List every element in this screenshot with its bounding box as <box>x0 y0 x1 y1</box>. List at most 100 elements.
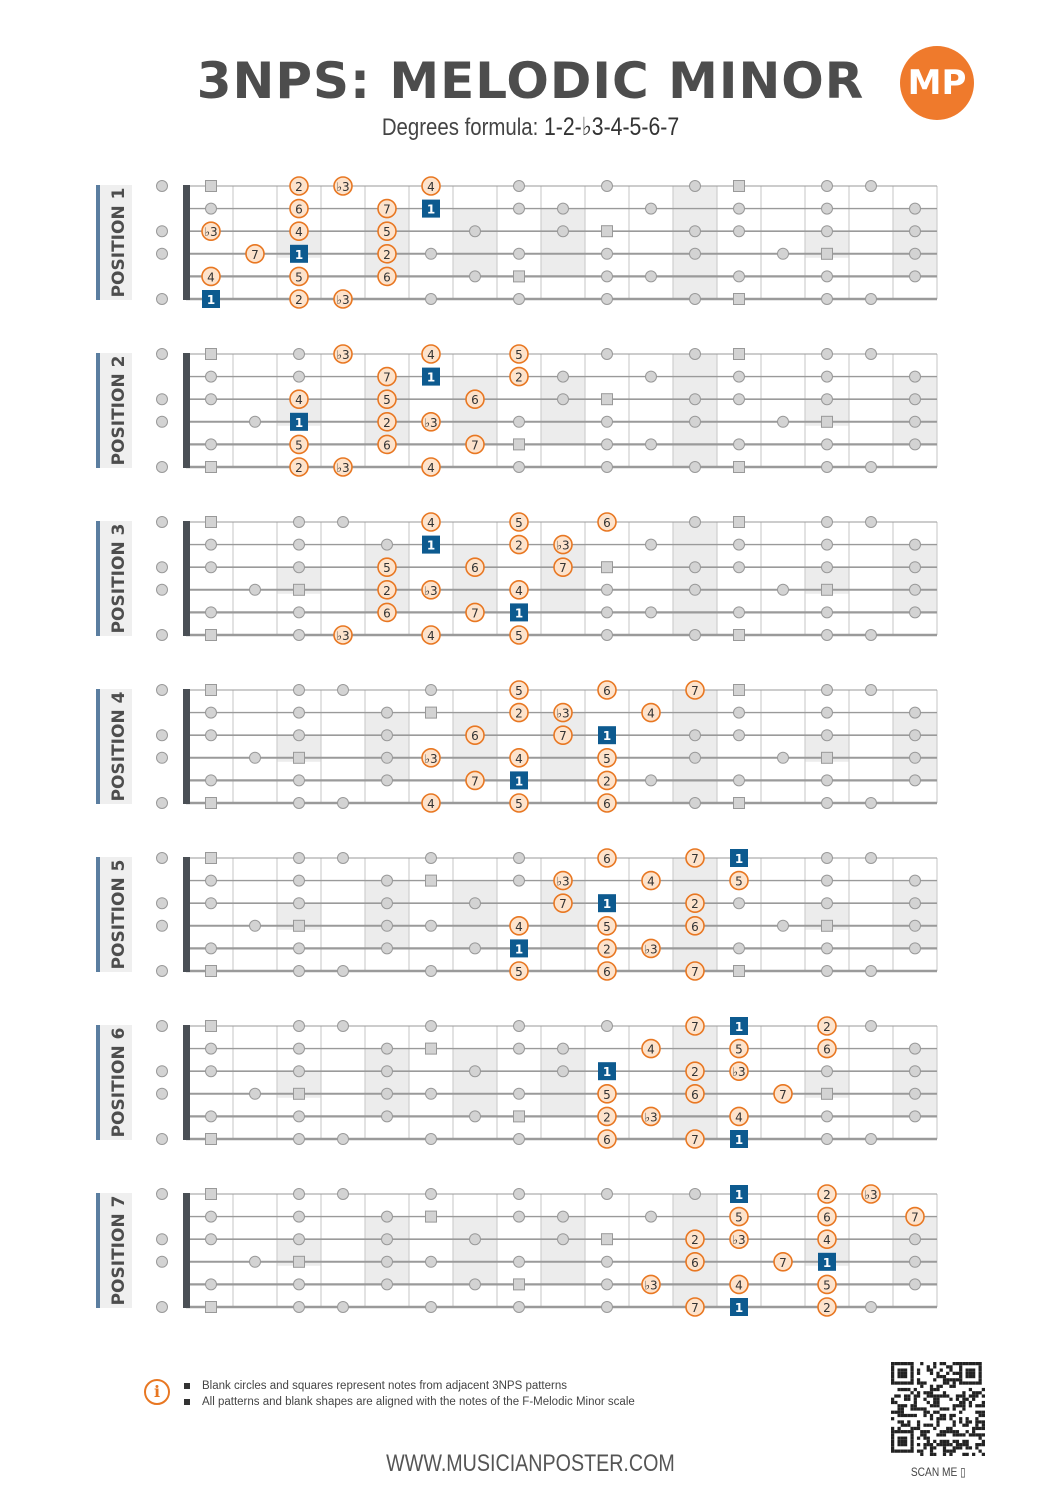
pattern-note-label: 7 <box>383 203 391 217</box>
qr-module <box>913 1400 917 1405</box>
qr-module <box>978 1374 982 1379</box>
qr-module <box>894 1381 898 1385</box>
blank-note-circle <box>205 774 217 787</box>
pattern-note <box>553 725 573 746</box>
qr-module <box>910 1430 914 1434</box>
qr-module <box>965 1397 969 1401</box>
blank-note-circle <box>689 247 701 260</box>
fret-inlay <box>365 376 409 445</box>
root-note-label: 1 <box>427 371 435 385</box>
pattern-note-label: 7 <box>911 1211 919 1225</box>
blank-note-circle <box>733 538 745 551</box>
blank-root-square <box>821 247 833 260</box>
pattern-note-label: 4 <box>647 1043 655 1057</box>
qr-module <box>955 1430 960 1434</box>
qr-module <box>962 1400 966 1405</box>
blank-note-circle <box>425 1020 437 1032</box>
pattern-note <box>465 770 485 791</box>
qr-module <box>891 1400 895 1405</box>
pattern-note <box>641 870 661 891</box>
blank-note-circle <box>293 1301 305 1313</box>
qr-module <box>968 1400 973 1405</box>
blank-note-circle <box>909 751 921 764</box>
pattern-note <box>509 747 529 768</box>
pattern-note <box>509 961 529 981</box>
blank-note-circle <box>821 438 833 451</box>
blank-note-circle <box>513 1301 525 1313</box>
qr-module <box>978 1443 982 1447</box>
pattern-note <box>421 457 441 477</box>
qr-module <box>933 1387 937 1392</box>
qr-module <box>913 1394 917 1398</box>
blank-note-circle <box>645 438 657 451</box>
qr-module <box>946 1381 950 1385</box>
qr-module <box>942 1407 947 1411</box>
blank-note-circle <box>381 1255 393 1268</box>
pattern-note-label: 7 <box>471 774 479 788</box>
qr-module <box>978 1368 982 1372</box>
pattern-note <box>729 1106 749 1127</box>
blank-note-circle <box>909 1255 921 1268</box>
fret-inlay <box>453 880 497 949</box>
blank-note-circle <box>601 629 613 641</box>
qr-module <box>965 1446 969 1450</box>
blank-note-circle <box>601 270 613 283</box>
qr-module <box>946 1430 950 1434</box>
blank-root-square <box>513 270 525 283</box>
root-note-label: 1 <box>515 606 523 620</box>
blank-note-circle <box>205 561 217 574</box>
blank-note-circle <box>821 1133 833 1145</box>
qr-module <box>965 1374 969 1379</box>
blank-note-circle <box>821 729 833 742</box>
position-diagram: POSITION 1 2 ♭3 4 6 7 1 ♭3 4 5 7 1 2 4 5 6 1 2 ♭3 <box>96 176 938 309</box>
qr-module <box>897 1394 901 1398</box>
pattern-note-label: 5 <box>383 225 391 239</box>
qr-module <box>929 1417 934 1421</box>
blank-note-circle <box>909 1065 921 1078</box>
blank-root-square <box>821 1087 833 1100</box>
fret-inlay <box>893 880 937 949</box>
pattern-note-label: 4 <box>427 180 435 194</box>
qr-module <box>949 1397 953 1401</box>
blank-note-circle <box>557 1042 569 1055</box>
qr-module <box>936 1374 940 1379</box>
root-note <box>422 367 440 386</box>
blank-note-circle <box>821 897 833 910</box>
position-label: POSITION 7 <box>109 1196 129 1306</box>
qr-module <box>916 1407 921 1411</box>
pattern-note <box>201 266 221 287</box>
pattern-note <box>509 512 529 532</box>
blank-note-circle <box>425 1255 437 1268</box>
blank-note-circle <box>689 393 701 406</box>
qr-module <box>910 1404 914 1408</box>
qr-module <box>897 1439 901 1444</box>
root-note <box>422 535 440 554</box>
blank-note-circle <box>557 1233 569 1246</box>
pattern-note <box>465 434 485 455</box>
position-label-bg <box>96 353 132 468</box>
blank-note-circle <box>293 606 305 619</box>
qr-module <box>939 1374 943 1379</box>
qr-module <box>978 1381 982 1385</box>
qr-code[interactable] <box>891 1362 985 1456</box>
blank-note-circle <box>293 874 305 887</box>
website-link[interactable]: WWW.MUSICIANPOSTER.COM <box>386 1450 675 1477</box>
qr-module <box>946 1394 950 1398</box>
qr-module <box>952 1404 956 1408</box>
root-note <box>598 894 616 913</box>
blank-note-circle <box>909 1110 921 1123</box>
pattern-note-label: 5 <box>515 516 523 530</box>
blank-note-circle <box>909 1233 921 1246</box>
blank-note-circle <box>821 561 833 574</box>
pattern-note-label: 4 <box>735 1278 743 1292</box>
qr-module <box>926 1436 930 1440</box>
qr-module <box>926 1394 930 1398</box>
qr-module <box>907 1397 911 1401</box>
pattern-note-label: 6 <box>603 516 611 530</box>
pattern-note <box>465 389 485 410</box>
qr-module <box>910 1426 914 1431</box>
blank-root-square <box>205 629 217 641</box>
qr-module <box>972 1397 976 1401</box>
fret-inlay <box>673 522 717 635</box>
blank-note-circle <box>513 293 525 305</box>
